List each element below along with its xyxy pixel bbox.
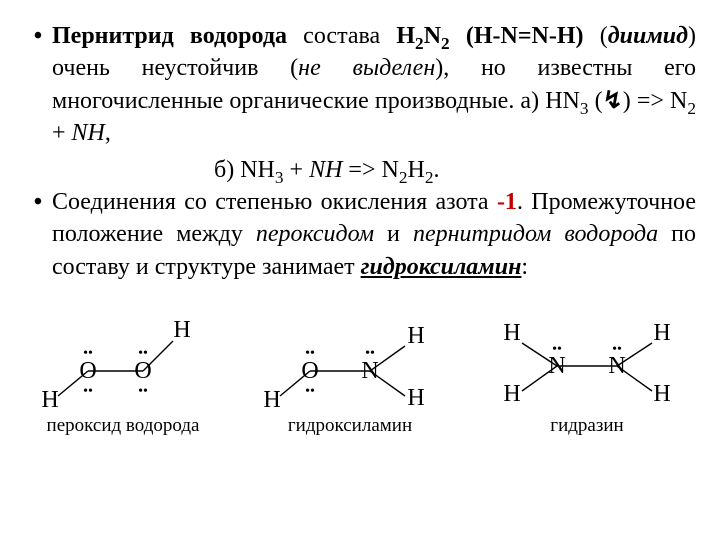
- svg-text:••: ••: [305, 384, 315, 399]
- svg-text:••: ••: [83, 346, 93, 361]
- svg-text:••: ••: [612, 342, 622, 357]
- svg-text:N: N: [361, 358, 378, 384]
- svg-text:••: ••: [138, 346, 148, 361]
- svg-text:••: ••: [552, 342, 562, 357]
- svg-text:H: H: [653, 381, 670, 407]
- caption-hydrazine: гидразин: [482, 415, 692, 437]
- svg-text:H: H: [41, 387, 58, 411]
- diagram-hydroxylamine: O N H H H •• •• •• гидроксиламин: [250, 311, 450, 437]
- caption-peroxide: пероксид водорода: [28, 415, 218, 437]
- svg-text:H: H: [653, 320, 670, 346]
- svg-text:O: O: [134, 358, 151, 384]
- diagram-hydrazine: N N H H H H •• •• гидразин: [482, 311, 692, 437]
- svg-text:H: H: [407, 323, 424, 349]
- svg-text:O: O: [301, 358, 318, 384]
- diagram-peroxide: O O H H •• •• •• •• пероксид водорода: [28, 311, 218, 437]
- hydroxylamine-term: гидроксиламин: [361, 254, 522, 280]
- svg-text:H: H: [503, 381, 520, 407]
- bullet-marker: •: [24, 20, 52, 150]
- svg-text:••: ••: [305, 346, 315, 361]
- svg-text:••: ••: [83, 384, 93, 399]
- lightning-icon: ↯: [603, 87, 623, 114]
- svg-text:H: H: [503, 320, 520, 346]
- svg-text:H: H: [173, 317, 190, 343]
- pernitride-term: Пернитрид водорода: [52, 23, 287, 49]
- structure-diagrams: O O H H •• •• •• •• пероксид водорода O: [24, 311, 696, 437]
- svg-text:H: H: [263, 387, 280, 411]
- svg-text:H: H: [407, 385, 424, 411]
- oxidation-state: -1: [497, 189, 517, 215]
- svg-text:••: ••: [365, 346, 375, 361]
- equation-line-b: б) NH3 + NH => N2H2.: [24, 154, 696, 186]
- caption-hydroxylamine: гидроксиламин: [250, 415, 450, 437]
- bullet-marker: •: [24, 186, 52, 283]
- svg-text:••: ••: [138, 384, 148, 399]
- paragraph-2: Соединения со степенью окисления азота -…: [52, 186, 696, 283]
- paragraph-1: Пернитрид водорода состава H2N2 (H-N=N-H…: [52, 20, 696, 150]
- svg-text:O: O: [79, 358, 96, 384]
